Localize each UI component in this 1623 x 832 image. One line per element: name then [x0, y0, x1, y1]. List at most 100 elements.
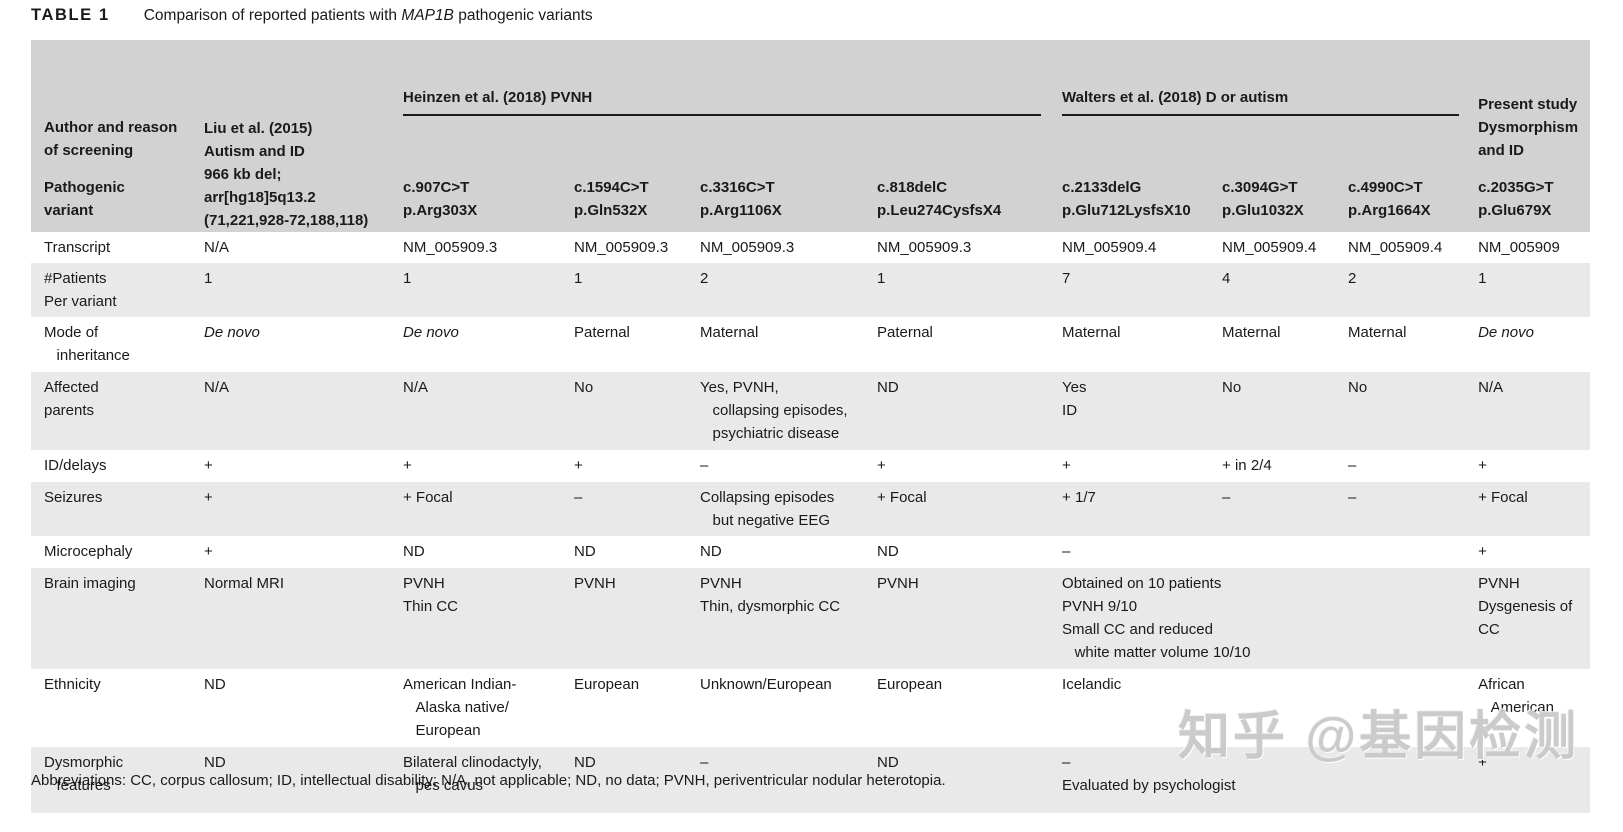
table-cell: NM_005909 — [1465, 232, 1591, 263]
table-cell: – — [687, 747, 864, 813]
table-cell: No — [1335, 372, 1466, 450]
table-cell: Maternal — [1335, 317, 1466, 372]
table-cell: + — [1465, 536, 1591, 568]
table-cell: N/A — [191, 372, 390, 450]
table-body: Transcript N/A NM_005909.3 NM_005909.3 N… — [31, 232, 1591, 813]
table-cell: Maternal — [1209, 317, 1336, 372]
variant-header: c.907C>T p.Arg303X — [390, 162, 561, 232]
table-cell — [1335, 536, 1466, 568]
table-cell: NM_005909.3 — [687, 232, 864, 263]
table-cell: ND — [687, 536, 864, 568]
variant-header: c.818delC p.Leu274CysfsX4 — [864, 162, 1050, 232]
table-cell: – — [1049, 536, 1210, 568]
table-cell: + — [1465, 747, 1591, 813]
table-cell: + Focal — [864, 482, 1050, 536]
table-cell: – — [1209, 482, 1336, 536]
table-cell: No — [1209, 372, 1336, 450]
table-cell: Normal MRI — [191, 568, 390, 669]
variant-header: c.2035G>T p.Glu679X — [1465, 162, 1591, 232]
table-cell: + — [864, 450, 1050, 482]
heinzen-group-label: Heinzen et al. (2018) PVNH — [403, 86, 1042, 116]
table-cell: 7 — [1049, 263, 1210, 317]
table-cell: + 1/7 — [1049, 482, 1210, 536]
variant-header: c.3316C>T p.Arg1106X — [687, 162, 864, 232]
table-cell: De novo — [191, 317, 390, 372]
table-cell: Yes, PVNH, collapsing episodes, psychiat… — [687, 372, 864, 450]
row-label: Mode of inheritance — [31, 317, 191, 372]
caption-suffix: pathogenic variants — [453, 7, 593, 24]
table-cell: – — [1335, 482, 1466, 536]
table-cell: 2 — [1335, 263, 1466, 317]
table-cell: Yes ID — [1049, 372, 1210, 450]
table-cell: NM_005909.4 — [1049, 232, 1210, 263]
table-cell: + — [191, 536, 390, 568]
table-cell: + Focal — [1465, 482, 1591, 536]
table-cell: Collapsing episodes but negative EEG — [687, 482, 864, 536]
table-cell: PVNH Thin CC — [390, 568, 561, 669]
table-cell: Unknown/European — [687, 669, 864, 747]
comparison-table: Author and reason of screening Liu et al… — [31, 40, 1591, 813]
table-cell: N/A — [390, 372, 561, 450]
table-cell: 1 — [561, 263, 687, 317]
table-cell: 1 — [1465, 263, 1591, 317]
table-cell: NM_005909.3 — [390, 232, 561, 263]
table-cell: + — [1049, 450, 1210, 482]
table-row-id-delays: ID/delays + + + – + + + in 2/4 – + — [31, 450, 1591, 482]
table-cell: ND — [191, 669, 390, 747]
table-cell: ND — [561, 747, 687, 813]
header-pathogenic-variant: Pathogenic variant — [31, 162, 191, 232]
table-cell: NM_005909.4 — [1209, 232, 1336, 263]
table-row-brain-imaging: Brain imaging Normal MRI PVNH Thin CC PV… — [31, 568, 1591, 669]
table-cell: Paternal — [561, 317, 687, 372]
table-cell: N/A — [1465, 372, 1591, 450]
table-cell: 1 — [390, 263, 561, 317]
caption-prefix: Comparison of reported patients with — [143, 7, 402, 24]
table-cell: African American — [1465, 669, 1591, 747]
table-cell: + Focal — [390, 482, 561, 536]
table-row-patients: #Patients Per variant 1 1 1 2 1 7 4 2 1 — [31, 263, 1591, 317]
table-cell: 4 — [1209, 263, 1336, 317]
table-cell: ND — [561, 536, 687, 568]
table-cell: European — [561, 669, 687, 747]
walters-group-label: Walters et al. (2018) D or autism — [1062, 86, 1460, 116]
table-cell: ND — [864, 536, 1050, 568]
table-cell: 2 — [687, 263, 864, 317]
table-cell: N/A — [191, 232, 390, 263]
row-label: #Patients Per variant — [31, 263, 191, 317]
table-row-microcephaly: Microcephaly + ND ND ND ND – + — [31, 536, 1591, 568]
row-label: ID/delays — [31, 450, 191, 482]
table-number-label: TABLE 1 — [31, 6, 110, 24]
table-cell: ND — [864, 372, 1050, 450]
variant-header: c.3094G>T p.Glu1032X — [1209, 162, 1336, 232]
variant-header: c.2133delG p.Glu712LysfsX10 — [1049, 162, 1210, 232]
table-header: Author and reason of screening Liu et al… — [31, 40, 1591, 232]
table-cell: Maternal — [687, 317, 864, 372]
table-cell: ND — [864, 747, 1050, 813]
table-title: TABLE 1 Comparison of reported patients … — [31, 6, 1591, 25]
table-cell: + — [191, 450, 390, 482]
row-label: Affected parents — [31, 372, 191, 450]
table-cell: – — [1335, 450, 1466, 482]
table-cell: 1 — [864, 263, 1050, 317]
table-cell: De novo — [1465, 317, 1591, 372]
row-label: Dysmorphic features — [31, 747, 191, 813]
table-row-seizures: Seizures + + Focal – Collapsing episodes… — [31, 482, 1591, 536]
table-cell: De novo — [390, 317, 561, 372]
table-cell: 1 — [191, 263, 390, 317]
table-row-ethnicity: Ethnicity ND American Indian- Alaska nat… — [31, 669, 1591, 747]
header-variant-row: Pathogenic variant c.907C>T p.Arg303X c.… — [31, 162, 1591, 232]
row-label: Microcephaly — [31, 536, 191, 568]
table-cell: – — [561, 482, 687, 536]
table-cell-walters-span: Obtained on 10 patients PVNH 9/10 Small … — [1049, 568, 1466, 669]
header-walters-group: Walters et al. (2018) D or autism — [1049, 40, 1466, 162]
row-label: Seizures — [31, 482, 191, 536]
table-cell: American Indian- Alaska native/ European — [390, 669, 561, 747]
header-group-row: Author and reason of screening Liu et al… — [31, 40, 1591, 232]
table-caption: Comparison of reported patients with MAP… — [144, 7, 593, 25]
header-liu-study: Liu et al. (2015) Autism and ID 966 kb d… — [191, 40, 390, 232]
header-present-study: Present study Dysmorphism and ID — [1465, 40, 1591, 162]
table-cell: No — [561, 372, 687, 450]
table-row-affected-parents: Affected parents N/A N/A No Yes, PVNH, c… — [31, 372, 1591, 450]
row-label: Brain imaging — [31, 568, 191, 669]
row-label: Ethnicity — [31, 669, 191, 747]
